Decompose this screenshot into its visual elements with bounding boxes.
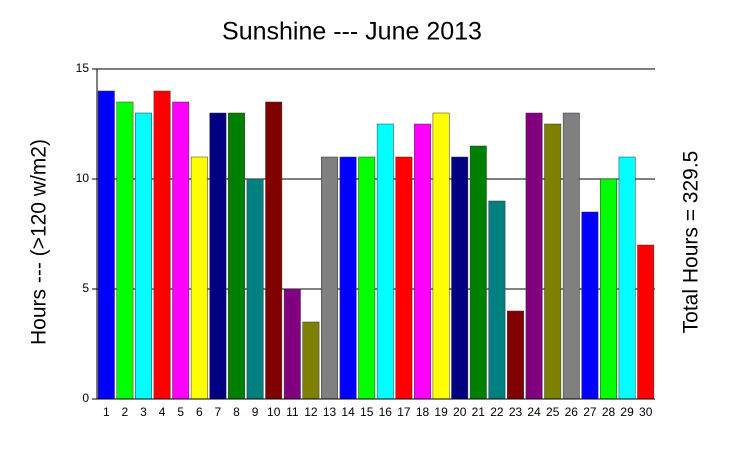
bar: [451, 156, 469, 400]
bar: [395, 156, 413, 400]
x-tick-label: 20: [453, 405, 467, 419]
bar: [228, 112, 245, 400]
annotation: Total Hours = 329.5: [680, 151, 703, 334]
x-tick-label: 7: [215, 405, 222, 419]
y-tick-label: 0: [82, 391, 89, 405]
bar: [562, 112, 580, 400]
bar: [376, 123, 394, 400]
x-tick-label: 10: [267, 405, 281, 419]
bar: [265, 101, 283, 400]
x-tick-label: 14: [341, 405, 355, 419]
x-tick-label: 16: [379, 405, 393, 419]
x-tick-label: 15: [360, 405, 374, 419]
x-tick-label: 12: [304, 405, 318, 419]
bar: [283, 288, 301, 400]
bar: [581, 211, 599, 400]
x-tick-label: 4: [159, 405, 166, 419]
bar: [302, 321, 320, 400]
bar: [432, 112, 450, 400]
bar: [525, 112, 543, 400]
y-tick-label: 5: [82, 281, 89, 295]
bar: [469, 145, 487, 400]
x-tick-label: 3: [140, 405, 147, 419]
bar: [209, 112, 227, 400]
x-tick-label: 29: [620, 405, 634, 419]
y-tick-label: 10: [76, 171, 90, 185]
bar: [97, 90, 115, 400]
bar: [116, 101, 134, 400]
x-tick-label: 8: [233, 405, 240, 419]
bar: [618, 156, 636, 400]
bar: [153, 90, 171, 400]
bar: [135, 112, 152, 400]
x-tick-label: 1: [103, 405, 110, 419]
bar: [190, 156, 208, 400]
x-tick-label: 21: [472, 405, 486, 419]
x-tick-label: 19: [434, 405, 448, 419]
x-tick-label: 30: [639, 405, 653, 419]
chart-title: Sunshine --- June 2013: [222, 18, 482, 46]
x-tick-label: 11: [286, 405, 299, 419]
bar: [339, 156, 357, 400]
y-tick-label: 15: [76, 61, 90, 75]
x-tick-label: 25: [546, 405, 560, 419]
bar: [321, 156, 338, 400]
x-tick-label: 2: [122, 405, 129, 419]
x-tick-label: 5: [177, 405, 184, 419]
x-tick-label: 26: [565, 405, 579, 419]
bar: [414, 123, 431, 400]
x-tick-label: 17: [397, 405, 411, 419]
bar: [358, 156, 376, 400]
x-tick-label: 6: [196, 405, 203, 419]
bar: [637, 244, 655, 400]
bar: [544, 123, 562, 400]
x-tick-label: 22: [490, 405, 504, 419]
bar: [507, 310, 524, 400]
y-axis-label: Hours --- (>120 w/m2): [28, 139, 51, 345]
x-tick-label: 13: [323, 405, 337, 419]
bar: [172, 101, 190, 400]
x-tick-label: 24: [527, 405, 541, 419]
bar: [488, 200, 506, 400]
bar: [600, 178, 617, 400]
x-tick-label: 28: [602, 405, 616, 419]
x-tick-label: 9: [252, 405, 259, 419]
bar: [246, 178, 264, 400]
x-tick-label: 27: [583, 405, 597, 419]
x-tick-label: 23: [509, 405, 523, 419]
x-tick-label: 18: [416, 405, 430, 419]
